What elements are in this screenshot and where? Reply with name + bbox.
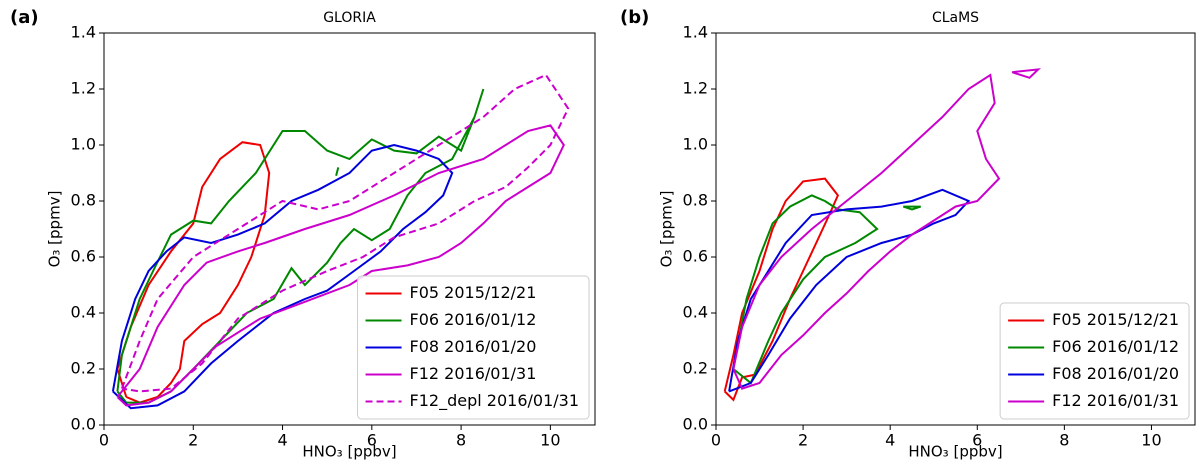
legend-label: F06 2016/01/12 <box>410 310 537 329</box>
y-tick-label: 0.2 <box>71 359 96 378</box>
chart-title: CLaMS <box>932 10 979 26</box>
legend-label: F06 2016/01/12 <box>1052 337 1179 356</box>
legend-label: F08 2016/01/20 <box>1052 364 1179 383</box>
legend-label: F12 2016/01/31 <box>410 364 537 383</box>
y-axis-label: O₃ [ppmv] <box>46 191 64 268</box>
contour-line <box>111 143 454 410</box>
x-tick-label: 8 <box>456 431 466 450</box>
y-tick-label: 0.0 <box>71 415 96 434</box>
legend-label: F08 2016/01/20 <box>410 337 537 356</box>
panel-label: (b) <box>620 7 649 28</box>
y-tick-label: 0.2 <box>683 359 708 378</box>
x-tick-label: 10 <box>540 431 560 450</box>
legend-box <box>357 275 590 420</box>
x-tick-label: 0 <box>99 431 109 450</box>
y-tick-label: 1.0 <box>683 135 708 154</box>
x-tick-label: 4 <box>277 431 287 450</box>
x-tick-label: 2 <box>798 431 808 450</box>
x-tick-label: 0 <box>711 431 721 450</box>
contour-line <box>116 124 565 407</box>
plot-frame <box>715 32 1196 426</box>
y-tick-label: 0.4 <box>683 303 708 322</box>
y-tick-label: 1.2 <box>71 79 96 98</box>
y-tick-label: 1.4 <box>71 23 96 42</box>
legend: F05 2015/12/21 F06 2016/01/12 F08 2016/01/… <box>999 302 1190 420</box>
x-tick-label: 6 <box>367 431 377 450</box>
x-tick-label: 10 <box>1141 431 1161 450</box>
x-tick-label: 6 <box>972 431 982 450</box>
contour-line <box>116 141 271 404</box>
y-tick-label: 1.0 <box>71 135 96 154</box>
y-tick-label: 0.0 <box>683 415 708 434</box>
y-tick-label: 0.4 <box>71 303 96 322</box>
contour-line <box>120 73 570 393</box>
legend-label: F05 2015/12/21 <box>1052 310 1179 329</box>
legend: F05 2015/12/21 F06 2016/01/12 F08 2016/01/… <box>357 275 590 420</box>
y-tick-label: 0.8 <box>71 191 96 210</box>
y-axis-label: O₃ [ppmv] <box>658 191 676 268</box>
legend-label: F12 2016/01/31 <box>1052 391 1179 410</box>
x-axis-label: HNO₃ [ppbv] <box>908 443 1002 461</box>
contour-line <box>728 188 971 393</box>
contour-line <box>723 177 840 402</box>
x-tick-label: 2 <box>188 431 198 450</box>
x-tick-label: 8 <box>1059 431 1069 450</box>
x-tick-label: 4 <box>885 431 895 450</box>
y-tick-label: 0.6 <box>683 247 708 266</box>
x-axis-label: HNO₃ [ppbv] <box>302 443 396 461</box>
y-tick-label: 1.4 <box>683 23 708 42</box>
plot-frame <box>103 32 596 426</box>
panel-label: (a) <box>10 7 39 28</box>
y-tick-label: 1.2 <box>683 79 708 98</box>
y-tick-label: 0.6 <box>71 247 96 266</box>
contour-line <box>732 194 922 385</box>
contour-line <box>732 68 1041 390</box>
legend-label: F12_depl 2016/01/31 <box>410 391 579 411</box>
legend-box <box>999 302 1190 420</box>
legend-label: F05 2015/12/21 <box>410 283 537 302</box>
chart-title: GLORIA <box>323 10 376 26</box>
y-tick-label: 0.8 <box>683 191 708 210</box>
